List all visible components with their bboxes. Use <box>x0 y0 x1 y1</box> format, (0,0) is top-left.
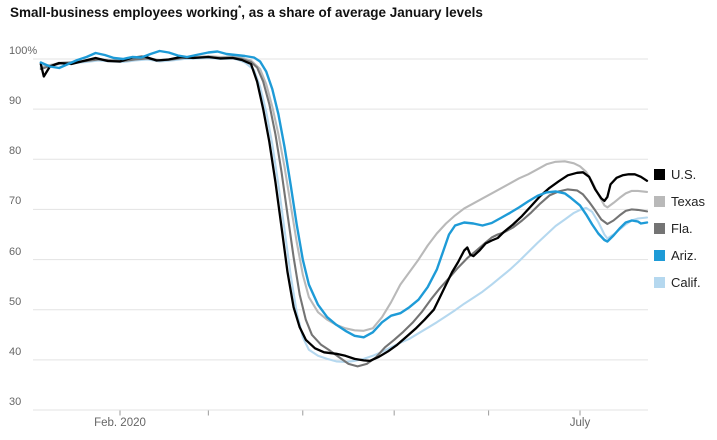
series-line-us <box>39 55 649 363</box>
chart-title: Small-business employees working*, as a … <box>10 4 483 20</box>
legend: U.S. Texas Fla. Ariz. Calif. <box>654 166 705 301</box>
legend-label: Calif. <box>671 275 701 290</box>
title-footnote-mark: * <box>238 4 242 13</box>
legend-item-fla: Fla. <box>654 220 705 237</box>
series-line-ariz <box>39 49 649 339</box>
y-axis-label: 70 <box>9 195 22 208</box>
x-axis-label: July <box>569 417 591 429</box>
legend-item-ariz: Ariz. <box>654 247 705 264</box>
y-axis-label: 50 <box>9 295 22 308</box>
legend-swatch <box>654 250 665 261</box>
legend-item-calif: Calif. <box>654 274 705 291</box>
legend-label: U.S. <box>671 167 697 182</box>
chart-title-text: Small-business employees working <box>10 5 239 20</box>
series-line-fla <box>39 55 649 368</box>
x-axis-label: Feb. 2020 <box>94 417 146 429</box>
y-axis-label: 80 <box>9 145 22 158</box>
y-axis-label: 40 <box>9 345 22 358</box>
legend-swatch <box>654 277 665 288</box>
legend-swatch <box>654 196 665 207</box>
legend-item-us: U.S. <box>654 166 705 183</box>
y-axis-label: 30 <box>9 396 22 408</box>
y-axis-label: 60 <box>9 245 22 258</box>
legend-label: Ariz. <box>671 248 697 263</box>
chart-title-rest: , as a share of average January levels <box>241 5 483 20</box>
y-axis-label: 100% <box>9 45 38 57</box>
y-axis-label: 90 <box>9 95 22 108</box>
legend-swatch <box>654 223 665 234</box>
series-line-calif <box>39 56 649 363</box>
legend-label: Texas <box>671 194 705 209</box>
legend-label: Fla. <box>671 221 693 236</box>
legend-swatch <box>654 169 665 180</box>
legend-item-texas: Texas <box>654 193 705 210</box>
